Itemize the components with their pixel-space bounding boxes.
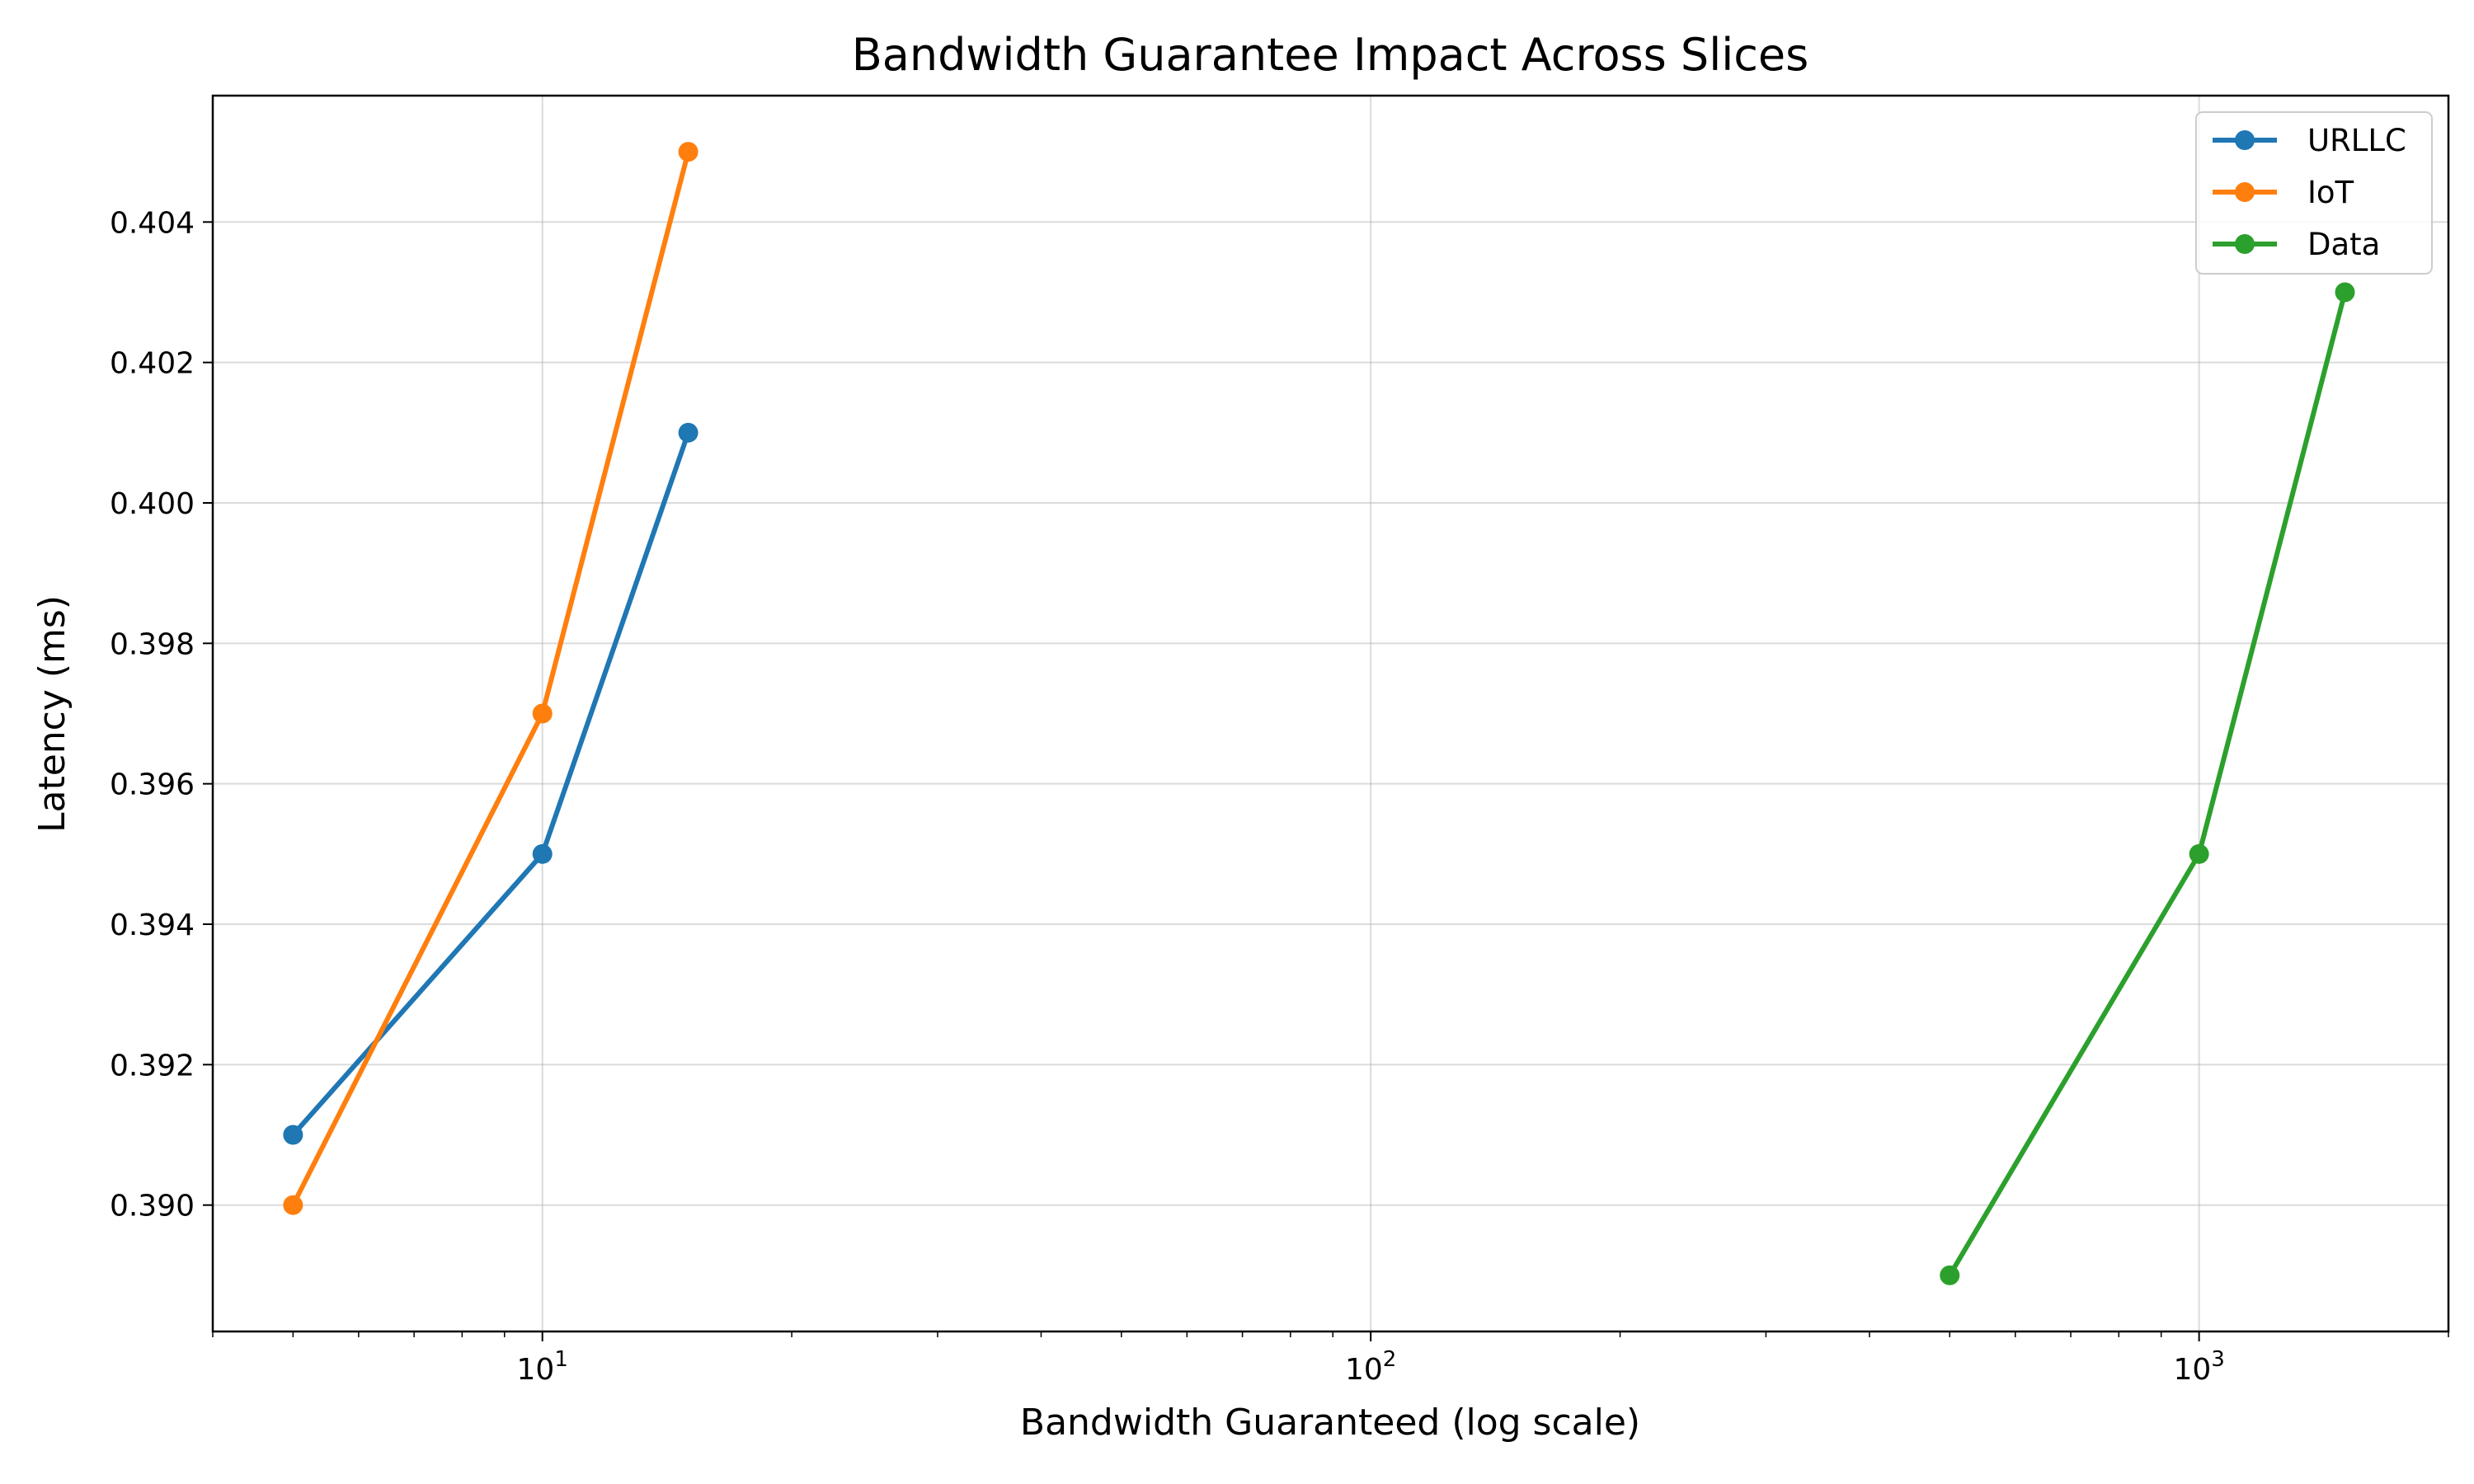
x-tick-label: 101 xyxy=(517,1347,568,1387)
data-point xyxy=(2189,843,2209,864)
plot-frame xyxy=(211,94,2450,1333)
data-point xyxy=(1940,1265,1960,1285)
legend-item-iot: IoT xyxy=(2213,175,2354,210)
y-axis-label: Latency (ms) xyxy=(31,595,73,833)
legend-label: IoT xyxy=(2307,175,2354,210)
y-tick-label: 0.398 xyxy=(110,627,195,661)
series-iot xyxy=(283,142,698,1215)
y-tick-label: 0.394 xyxy=(110,909,195,942)
series-layer xyxy=(283,142,2355,1285)
data-point xyxy=(678,422,698,443)
legend: URLLC IoT Data xyxy=(2195,111,2433,275)
legend-swatch-marker xyxy=(2235,182,2255,202)
legend-item-data: Data xyxy=(2213,227,2380,262)
y-axis: 0.390 0.392 0.394 0.396 0.398 0.400 0.402 0.404 xyxy=(110,206,213,1223)
y-tick-label: 0.390 xyxy=(110,1190,195,1223)
x-tick-label: 103 xyxy=(2173,1347,2224,1387)
y-tick-label: 0.392 xyxy=(110,1049,195,1082)
y-tick-label: 0.404 xyxy=(110,206,195,240)
x-axis: 101 102 103 xyxy=(212,1331,2449,1387)
chart-title: Bandwidth Guarantee Impact Across Slices xyxy=(852,29,1809,81)
data-point xyxy=(283,1125,303,1145)
grid xyxy=(213,96,2448,1331)
y-tick-label: 0.396 xyxy=(110,768,195,802)
y-tick-label: 0.402 xyxy=(110,347,195,381)
x-tick-label: 102 xyxy=(1345,1347,1396,1387)
data-point xyxy=(2335,282,2355,303)
legend-label: URLLC xyxy=(2307,123,2406,158)
data-point xyxy=(532,843,553,864)
x-axis-label: Bandwidth Guaranteed (log scale) xyxy=(1020,1402,1640,1444)
data-point xyxy=(678,142,698,162)
legend-label: Data xyxy=(2307,227,2380,262)
series-data xyxy=(1940,282,2355,1285)
legend-item-urllc: URLLC xyxy=(2213,123,2406,158)
legend-swatch-marker xyxy=(2235,234,2255,254)
legend-swatch-marker xyxy=(2235,130,2255,150)
legend-box xyxy=(2195,111,2433,275)
data-point xyxy=(283,1195,303,1215)
data-point xyxy=(532,703,553,724)
y-tick-label: 0.400 xyxy=(110,487,195,521)
